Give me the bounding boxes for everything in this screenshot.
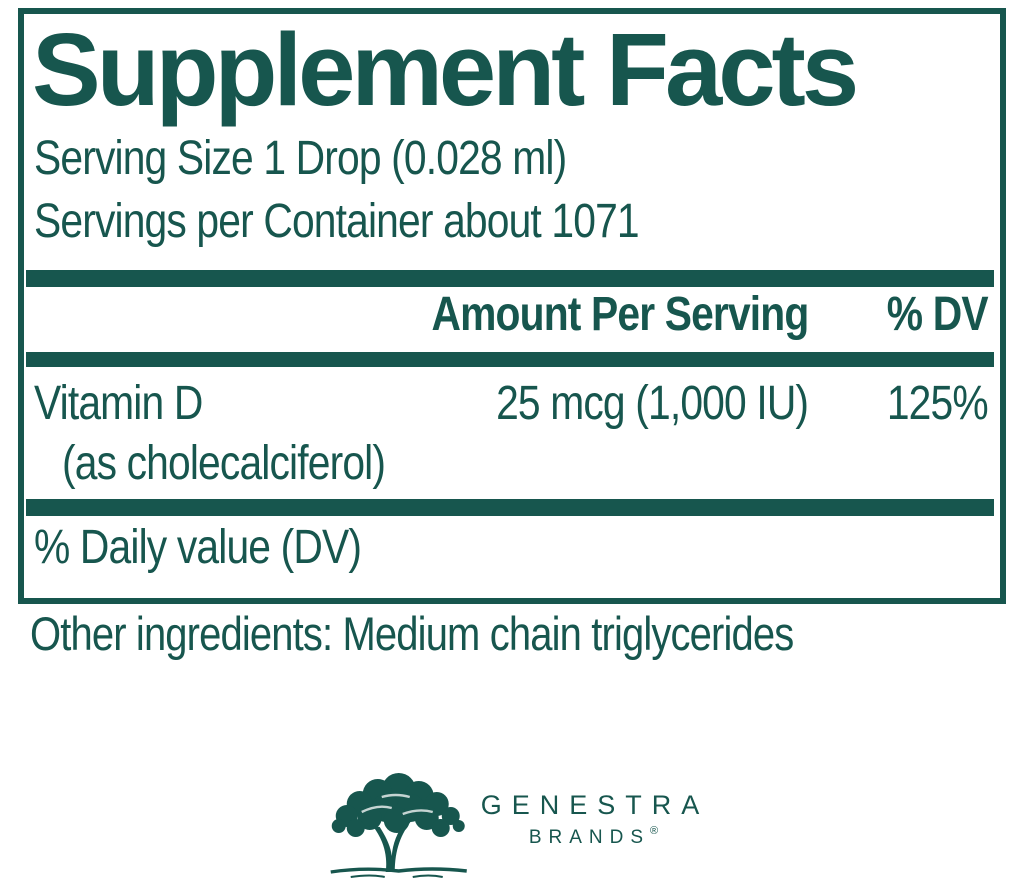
daily-value-footnote: % Daily value (DV) [34, 521, 362, 574]
nutrient-name: Vitamin D [34, 377, 203, 430]
other-ingredients-line: Other ingredients: Medium chain triglyce… [30, 607, 794, 660]
genestra-brands-logo: GENESTRA BRANDS ® [325, 764, 700, 884]
divider-thick-bar-bottom [26, 499, 994, 516]
brand-sub-text: BRANDS ® [528, 824, 659, 848]
brand-name-text: GENESTRA [480, 789, 710, 820]
column-header-amount-per-serving: Amount Per Serving [431, 288, 809, 341]
divider-thick-bar-header [26, 352, 994, 367]
divider-thick-bar-top [26, 270, 994, 287]
nutrient-percent-dv: 125% [887, 377, 989, 430]
nutrient-source-detail: (as cholecalciferol) [62, 437, 386, 490]
brand-sub-label: BRANDS [528, 826, 651, 848]
logo-wordmark: GENESTRA BRANDS ® [481, 791, 700, 857]
supplement-facts-panel: Supplement Facts Serving Size 1 Drop (0.… [18, 8, 1006, 604]
tree-icon [330, 773, 467, 878]
registered-trademark-icon: ® [650, 824, 659, 837]
panel-title: Supplement Facts [32, 12, 859, 127]
nutrient-amount: 25 mcg (1,000 IU) [495, 377, 809, 430]
column-header-percent-dv: % DV [887, 288, 989, 341]
servings-per-container-line: Servings per Container about 1071 [34, 195, 640, 248]
serving-size-line: Serving Size 1 Drop (0.028 ml) [34, 132, 567, 185]
